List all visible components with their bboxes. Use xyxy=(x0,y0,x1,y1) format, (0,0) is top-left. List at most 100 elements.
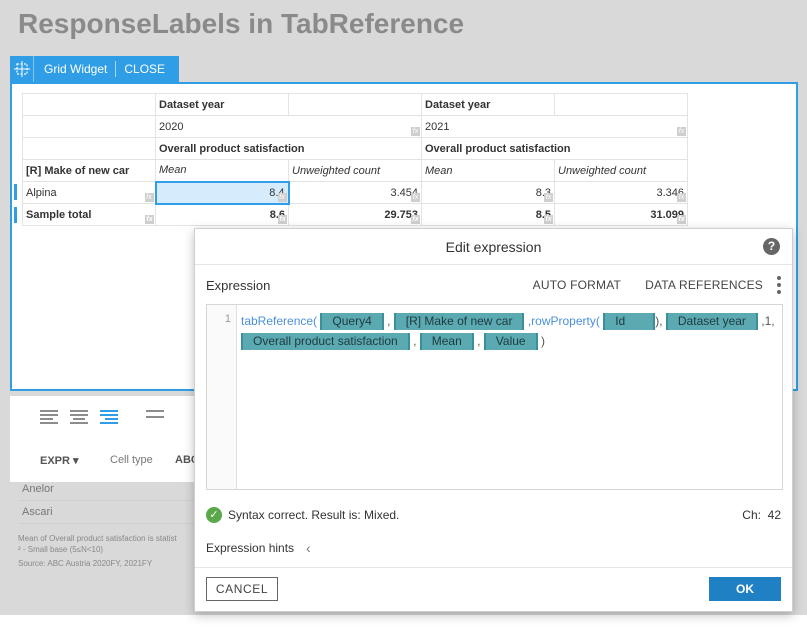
grid-cell[interactable]: 2020 fx xyxy=(155,115,422,138)
align-center-icon[interactable] xyxy=(70,410,88,424)
more-options-icon[interactable] xyxy=(777,276,781,294)
list-item: Anelor xyxy=(18,478,196,501)
char-count: Ch: 42 xyxy=(742,508,781,522)
syntax-status-text: Syntax correct. Result is: Mixed. xyxy=(228,508,400,522)
grid-cell-text: 31.099 xyxy=(650,208,684,221)
row-marker xyxy=(14,207,17,223)
page-title: ResponseLabels in TabReference xyxy=(18,8,465,39)
data-references-button[interactable]: DATA REFERENCES xyxy=(645,278,763,292)
grid-cell-text: 2021 xyxy=(425,120,450,133)
grid-cell-text: 29.753 xyxy=(384,208,418,221)
grid-widget-tab: Grid Widget CLOSE xyxy=(10,56,180,82)
expression-hints-toggle[interactable]: Expression hints ‹ xyxy=(206,540,311,556)
align-top-icon[interactable] xyxy=(146,410,164,418)
grid-cell[interactable]: Overall product satisfaction xyxy=(155,137,422,160)
auto-format-button[interactable]: AUTO FORMAT xyxy=(532,278,622,292)
fx-icon: fx xyxy=(677,215,686,224)
code-token[interactable]: Mean xyxy=(419,333,474,351)
fx-icon: fx xyxy=(145,215,154,224)
grid-cell[interactable]: Overall product satisfaction xyxy=(421,137,688,160)
expression-toolbar: Expression AUTO FORMAT DATA REFERENCES xyxy=(195,265,792,305)
grid-cell[interactable]: [R] Make of new car xyxy=(22,159,156,182)
fx-icon: fx xyxy=(411,127,420,136)
grid-cell-selected[interactable]: 8.4fx xyxy=(154,180,290,205)
code-text: ,1, xyxy=(761,314,775,328)
expression-editor[interactable]: 1 tabReference( Query4 , [R] Make of new… xyxy=(206,304,783,490)
dialog-title: Edit expression xyxy=(445,238,542,255)
code-function: tabReference( xyxy=(241,314,318,328)
row-label[interactable]: Alpina fx xyxy=(22,181,156,204)
help-icon[interactable]: ? xyxy=(763,238,780,255)
code-token[interactable]: Dataset year xyxy=(665,313,758,331)
grid-cell[interactable]: Unweighted count xyxy=(288,159,422,182)
edit-expression-dialog: Edit expression ? Expression AUTO FORMAT… xyxy=(194,228,793,612)
grid-cell[interactable]: Dataset year xyxy=(155,93,289,116)
fx-icon: fx xyxy=(411,215,420,224)
fx-icon: fx xyxy=(677,193,686,202)
expression-hints-label: Expression hints xyxy=(206,541,295,555)
format-toolbar: EXPR ▾ Cell type ABC xyxy=(10,396,200,482)
grid-cell[interactable]: 8.5fx xyxy=(421,203,555,226)
footnotes: Mean of Overall product satisfaction is … xyxy=(18,533,177,569)
grid-widget-label: Grid Widget xyxy=(34,61,117,77)
fx-icon: fx xyxy=(411,193,420,202)
grid-cell xyxy=(22,137,156,160)
footnote: Mean of Overall product satisfaction is … xyxy=(18,534,177,543)
grid-table: Dataset year Dataset year 2020 fx 2021 fx … xyxy=(22,93,688,226)
grid-cell[interactable]: 2021 fx xyxy=(421,115,688,138)
cell-type-abc[interactable]: ABC xyxy=(175,454,199,466)
footnote: Source: ABC Austria 2020FY, 2021FY xyxy=(18,559,153,568)
page-bottom xyxy=(0,615,807,630)
ok-button[interactable]: OK xyxy=(709,577,781,601)
grid-cell[interactable]: 3.346 fx xyxy=(554,181,688,204)
grid-cell[interactable]: 31.099 fx xyxy=(554,203,688,226)
grid-cell[interactable] xyxy=(288,93,422,116)
grid-cell[interactable]: Dataset year xyxy=(421,93,555,116)
row-label[interactable]: Sample total fx xyxy=(22,203,156,226)
grid-cell[interactable]: Unweighted count xyxy=(554,159,688,182)
grid-cell[interactable]: Mean xyxy=(421,159,555,182)
chevron-down-icon: ▾ xyxy=(73,455,79,467)
expression-code[interactable]: tabReference( Query4 , [R] Make of new c… xyxy=(241,313,775,351)
cancel-button[interactable]: CANCEL xyxy=(206,577,278,601)
code-token[interactable]: [R] Make of new car xyxy=(393,313,525,331)
fx-icon: fx xyxy=(677,127,686,136)
footnote: ² - Small base (5≤N<10) xyxy=(18,545,104,554)
grid-cell[interactable]: 8.3fx xyxy=(421,181,555,204)
code-token[interactable]: Query4 xyxy=(320,313,384,331)
grid-cell xyxy=(22,115,156,138)
expr-dropdown-label: EXPR xyxy=(40,455,70,467)
row-label-text: Alpina xyxy=(26,186,57,199)
cell-type-label: Cell type xyxy=(110,454,153,466)
dialog-header: Edit expression ? xyxy=(195,229,792,265)
code-token[interactable]: Id xyxy=(603,313,656,331)
grid-cell[interactable]: 8.6fx xyxy=(155,203,289,226)
close-button[interactable]: CLOSE xyxy=(124,62,166,76)
expr-dropdown[interactable]: EXPR ▾ xyxy=(40,454,79,467)
code-token[interactable]: Value xyxy=(483,333,538,351)
fx-icon: fx xyxy=(278,215,287,224)
align-right-icon[interactable] xyxy=(100,410,118,424)
background-rows: Anelor Ascari xyxy=(18,478,196,524)
grid-cell[interactable]: 3.454 fx xyxy=(288,181,422,204)
grid-cell[interactable]: 29.753 fx xyxy=(288,203,422,226)
grid-cell[interactable] xyxy=(554,93,688,116)
check-circle-icon: ✓ xyxy=(206,507,222,523)
line-number-gutter: 1 xyxy=(207,305,237,489)
char-count-label: Ch: xyxy=(742,508,761,522)
fx-icon: fx xyxy=(544,193,553,202)
fx-icon: fx xyxy=(544,215,553,224)
code-function: ,rowProperty( xyxy=(527,314,600,328)
list-item: Ascari xyxy=(18,501,196,524)
chevron-left-icon: ‹ xyxy=(306,540,311,556)
dialog-footer: CANCEL OK xyxy=(195,567,792,611)
syntax-status: ✓ Syntax correct. Result is: Mixed. xyxy=(206,507,399,523)
align-left-icon[interactable] xyxy=(40,410,58,424)
row-marker xyxy=(14,184,17,200)
code-token[interactable]: Overall product satisfaction xyxy=(241,333,410,351)
expression-label: Expression xyxy=(206,277,271,293)
char-count-value: 42 xyxy=(767,508,781,522)
grid-cell[interactable]: Mean xyxy=(155,159,289,182)
